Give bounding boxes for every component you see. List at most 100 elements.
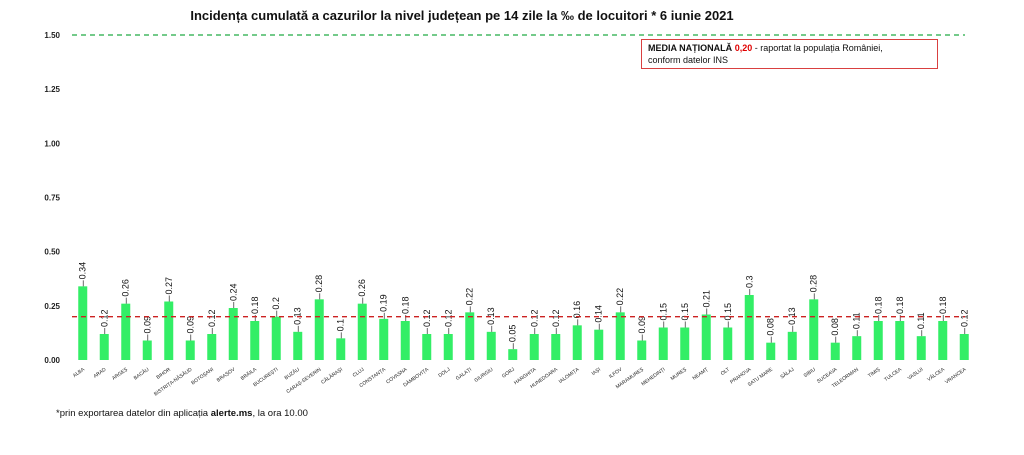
data-label: 0.26 — [357, 279, 367, 297]
category-label: GORJ — [501, 366, 516, 379]
bar — [443, 334, 453, 360]
category-label: CLUJ — [352, 366, 366, 378]
category-label: GALAȚI — [455, 367, 473, 382]
reference-lines — [72, 34, 965, 318]
bar — [744, 295, 754, 360]
data-label: 0.18 — [400, 296, 410, 314]
data-label: 0.18 — [873, 296, 883, 314]
category-label: OLT — [720, 367, 731, 377]
category-label: IALOMIȚA — [558, 366, 581, 385]
y-tick-label: 1.50 — [44, 31, 60, 40]
category-label: BRĂILA — [239, 366, 258, 382]
bar — [99, 334, 109, 360]
data-label: 0.19 — [379, 294, 389, 312]
data-label: 0.16 — [572, 301, 582, 319]
data-label: 0.18 — [938, 296, 948, 314]
bar — [228, 308, 238, 360]
y-tick-label: 0.75 — [44, 194, 60, 203]
data-label: 0.22 — [465, 288, 475, 306]
data-label: 0.12 — [99, 309, 109, 327]
bar — [250, 321, 260, 360]
bar — [121, 303, 131, 360]
bar — [680, 327, 690, 360]
category-label: MUREȘ — [670, 366, 689, 382]
data-label: 0.09 — [637, 316, 647, 334]
category-label: ARAD — [93, 367, 108, 380]
category-labels: ALBA ARAD ARGEȘ BACĂU BIHORBISTRIȚA-NĂSĂUDBO… — [72, 366, 968, 398]
category-label: BIHOR — [155, 367, 172, 381]
bar — [551, 334, 561, 360]
footnote-suffix: , la ora 10.00 — [252, 408, 308, 419]
category-label: SATU MARE — [747, 366, 775, 388]
bar — [336, 338, 346, 360]
category-label: TIMIȘ — [867, 366, 882, 379]
data-label: 0.11 — [916, 312, 926, 329]
bar — [766, 342, 776, 360]
footnote-prefix: *prin exportarea datelor din aplicația — [56, 408, 211, 419]
footnote: *prin exportarea datelor din aplicația a… — [56, 408, 308, 419]
legend-label: MEDIA NAȚIONALĂ — [648, 43, 733, 53]
category-label: BOTOȘANI — [190, 367, 215, 387]
bars — [78, 286, 969, 360]
category-label: IAȘI — [591, 367, 602, 377]
bar — [572, 325, 582, 360]
bar — [164, 301, 174, 360]
data-label: 0.12 — [551, 309, 561, 327]
bar — [422, 334, 432, 360]
bar — [271, 316, 281, 360]
bar — [314, 299, 324, 360]
chart-title: Incidența cumulată a cazurilor la nivel … — [190, 8, 734, 23]
category-label: ILFOV — [608, 366, 624, 380]
bar — [873, 321, 883, 360]
legend-text-2: conform datelor INS — [648, 55, 729, 65]
bar — [615, 312, 625, 360]
data-label: 0.26 — [121, 279, 131, 297]
data-label: 0.05 — [508, 325, 518, 343]
footnote-app: alerte.ms — [210, 408, 253, 419]
category-label: SĂLAJ — [779, 366, 796, 381]
data-label: 0.12 — [443, 309, 453, 327]
category-label: MEHEDINȚI — [640, 367, 666, 388]
data-label: 0.27 — [164, 277, 174, 295]
bar — [185, 340, 195, 360]
bar — [207, 334, 217, 360]
data-label: 0.24 — [228, 283, 238, 301]
category-label: GIURGIU — [473, 367, 494, 384]
bar — [78, 286, 88, 360]
data-label: 0.18 — [895, 296, 905, 314]
data-label: 0.15 — [723, 303, 733, 321]
data-label: 0.14 — [594, 305, 604, 323]
y-axis: 0.00 0.25 0.50 0.75 1.00 1.25 1.50 — [44, 31, 60, 365]
data-label: 0.11 — [852, 312, 862, 329]
y-tick-label: 0.00 — [44, 356, 60, 365]
bar — [959, 334, 969, 360]
data-label: 0.3 — [744, 275, 754, 288]
data-label: 0.18 — [250, 296, 260, 314]
category-label: VRANCEA — [944, 366, 968, 385]
category-label: BISTRIȚA-NĂSĂUD — [153, 366, 194, 398]
bar — [852, 336, 862, 360]
bar — [787, 331, 797, 360]
bar — [529, 334, 539, 360]
y-tick-label: 0.25 — [44, 302, 60, 311]
bar — [508, 349, 518, 360]
data-label: 0.12 — [422, 309, 432, 327]
national-mean-legend: MEDIA NAȚIONALĂ 0,20 - raportat la popul… — [641, 39, 938, 69]
category-label: BUZĂU — [283, 366, 301, 382]
bar — [357, 303, 367, 360]
data-label: 0.12 — [529, 309, 539, 327]
category-label: ARGEȘ — [111, 366, 129, 381]
category-label: BACĂU — [132, 366, 150, 382]
bar — [465, 312, 475, 360]
bar — [486, 331, 496, 360]
data-label: 0.28 — [809, 275, 819, 293]
legend-value: 0,20 — [734, 43, 753, 53]
bar — [830, 342, 840, 360]
bar — [723, 327, 733, 360]
category-label: VASLUI — [907, 367, 925, 382]
bar — [594, 329, 604, 360]
category-label: SIBIU — [803, 367, 817, 380]
bar — [293, 331, 303, 360]
bar — [895, 321, 905, 360]
